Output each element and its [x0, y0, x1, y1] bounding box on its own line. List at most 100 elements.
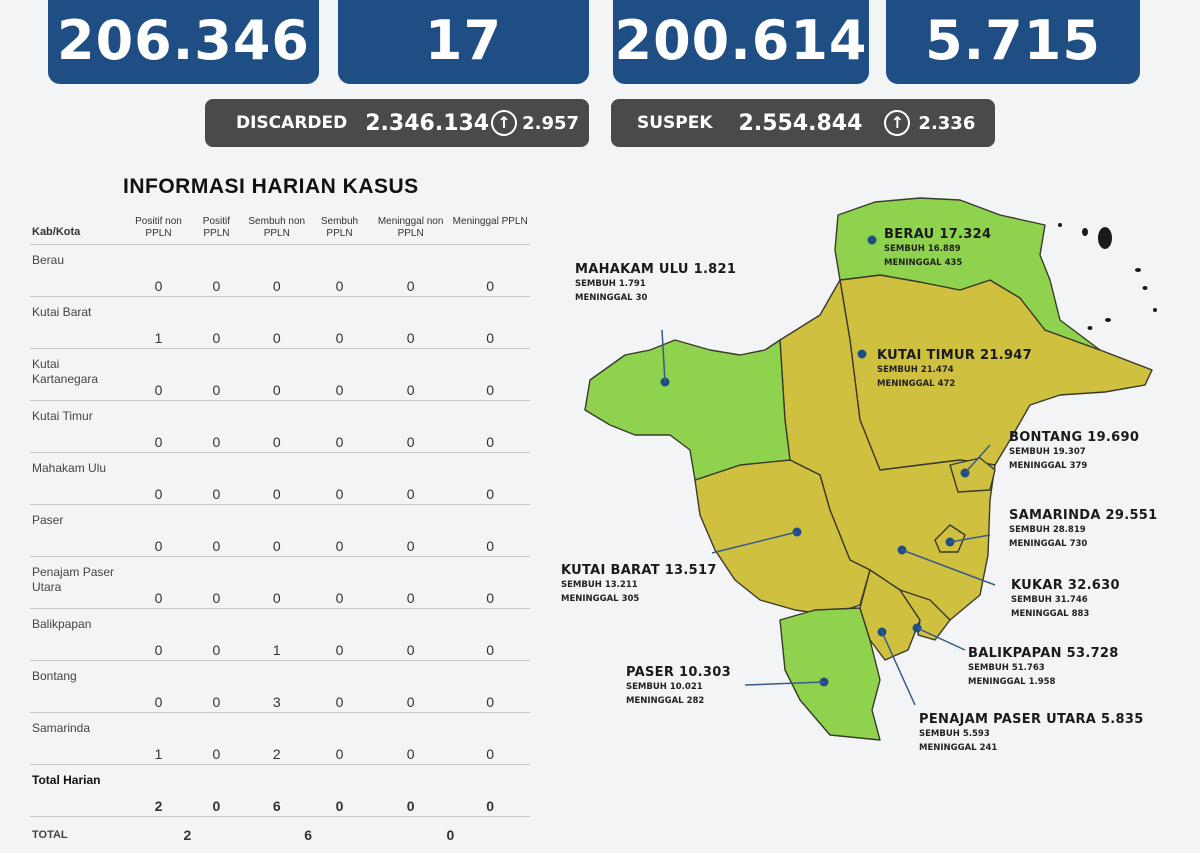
table-cell: 0 — [245, 401, 308, 453]
table-cell: 0 — [187, 401, 245, 453]
table-cell: 0 — [371, 609, 451, 661]
islands — [1058, 223, 1157, 330]
table-cell: 0 — [130, 245, 188, 297]
table-cell: 2 — [130, 765, 188, 817]
row-label: Bontang — [30, 661, 130, 713]
table-cell: 0 — [187, 661, 245, 713]
table-cell: 0 — [450, 297, 530, 349]
table-cell: 0 — [130, 453, 188, 505]
row-label: Paser — [30, 505, 130, 557]
table-cell: 0 — [245, 297, 308, 349]
suspek-pill: SUSPEK 2.554.844 ↑ 2.336 — [611, 99, 995, 147]
table-cell: 0 — [371, 661, 451, 713]
label-kukar: KUKAR 32.630 SEMBUH 31.746 MENINGGAL 883 — [1011, 578, 1120, 621]
map-marker[interactable] — [868, 236, 877, 245]
table-cell: 2 — [245, 713, 308, 765]
suspek-value: 2.554.844 — [739, 111, 863, 136]
table-cell: 0 — [187, 245, 245, 297]
table-cell: 0 — [245, 505, 308, 557]
col-header: Kab/Kota — [30, 212, 130, 245]
table-cell: 0 — [187, 297, 245, 349]
table-cell: 0 — [371, 765, 451, 817]
row-label: Berau — [30, 245, 130, 297]
label-paser: PASER 10.303 SEMBUH 10.021 MENINGGAL 282 — [626, 665, 731, 708]
table-cell: 0 — [308, 349, 371, 401]
table-header-row: Kab/Kota Positif non PPLN Positif PPLN S… — [30, 212, 530, 245]
daily-cases-table: Kab/Kota Positif non PPLN Positif PPLN S… — [30, 212, 530, 853]
label-bontang: BONTANG 19.690 SEMBUH 19.307 MENINGGAL 3… — [1009, 430, 1139, 473]
table-cell: 0 — [308, 245, 371, 297]
row-label: Total Harian — [30, 765, 130, 817]
stat-deaths: 5.715 — [886, 0, 1140, 84]
table-cell: 0 — [371, 297, 451, 349]
arrow-up-icon: ↑ — [884, 110, 910, 136]
table-cell: 0 — [130, 557, 188, 609]
table-cell: 0 — [371, 557, 451, 609]
label-kutai-timur: KUTAI TIMUR 21.947 SEMBUH 21.474 MENINGG… — [877, 348, 1032, 391]
label-samarinda: SAMARINDA 29.551 SEMBUH 28.819 MENINGGAL… — [1009, 508, 1158, 551]
row-label: TOTAL — [30, 817, 130, 853]
suspek-delta: 2.336 — [918, 113, 975, 134]
table-cell: 0 — [450, 505, 530, 557]
table-cell: 0 — [371, 713, 451, 765]
region-paser[interactable] — [780, 608, 880, 740]
region-mahakam-ulu[interactable] — [585, 340, 790, 480]
label-balikpapan: BALIKPAPAN 53.728 SEMBUH 51.763 MENINGGA… — [968, 646, 1119, 689]
total-harian-row: Total Harian 2 0 6 0 0 0 — [30, 765, 530, 817]
row-label: Penajam Paser Utara — [30, 557, 130, 609]
discarded-delta: 2.957 — [522, 113, 579, 134]
table-cell: 0 — [450, 453, 530, 505]
table-cell: 0 — [245, 453, 308, 505]
total-positif: 2 — [130, 817, 246, 853]
map-marker[interactable] — [858, 350, 867, 359]
table-cell: 0 — [308, 297, 371, 349]
table-cell: 0 — [308, 765, 371, 817]
table-cell: 0 — [130, 349, 188, 401]
table-cell: 6 — [245, 765, 308, 817]
suspek-label: SUSPEK — [637, 113, 713, 133]
total-sembuh: 6 — [245, 817, 370, 853]
table-cell: 0 — [371, 505, 451, 557]
table-cell: 0 — [308, 401, 371, 453]
table-cell: 0 — [245, 349, 308, 401]
table-cell: 0 — [450, 609, 530, 661]
stat-confirmed-value: 206.346 — [57, 9, 310, 72]
col-header: Sembuh non PPLN — [245, 212, 308, 245]
row-label: Balikpapan — [30, 609, 130, 661]
table-cell: 0 — [187, 505, 245, 557]
row-label: Kutai Barat — [30, 297, 130, 349]
table-cell: 0 — [371, 401, 451, 453]
row-label: Samarinda — [30, 713, 130, 765]
stat-confirmed: 206.346 — [48, 0, 319, 84]
col-header: Positif non PPLN — [130, 212, 188, 245]
table-cell: 0 — [450, 713, 530, 765]
table-cell: 0 — [371, 349, 451, 401]
table-cell: 0 — [187, 765, 245, 817]
discarded-pill: DISCARDED 2.346.134 ↑ 2.957 — [205, 99, 589, 147]
table-cell: 0 — [308, 557, 371, 609]
col-header: Meninggal PPLN — [450, 212, 530, 245]
table-cell: 0 — [187, 557, 245, 609]
label-mahakam-ulu: MAHAKAM ULU 1.821 SEMBUH 1.791 MENINGGAL… — [575, 262, 736, 305]
table-cell: 0 — [187, 349, 245, 401]
total-row: TOTAL 2 6 0 — [30, 817, 530, 853]
table-cell: 0 — [308, 609, 371, 661]
col-header: Meninggal non PPLN — [371, 212, 451, 245]
table-cell: 0 — [187, 713, 245, 765]
table-cell: 0 — [308, 453, 371, 505]
table-cell: 0 — [450, 401, 530, 453]
table-cell: 1 — [245, 609, 308, 661]
table-cell: 0 — [130, 505, 188, 557]
table-cell: 0 — [130, 401, 188, 453]
discarded-label: DISCARDED — [236, 113, 347, 133]
stat-active: 17 — [338, 0, 589, 84]
table-cell: 0 — [450, 557, 530, 609]
